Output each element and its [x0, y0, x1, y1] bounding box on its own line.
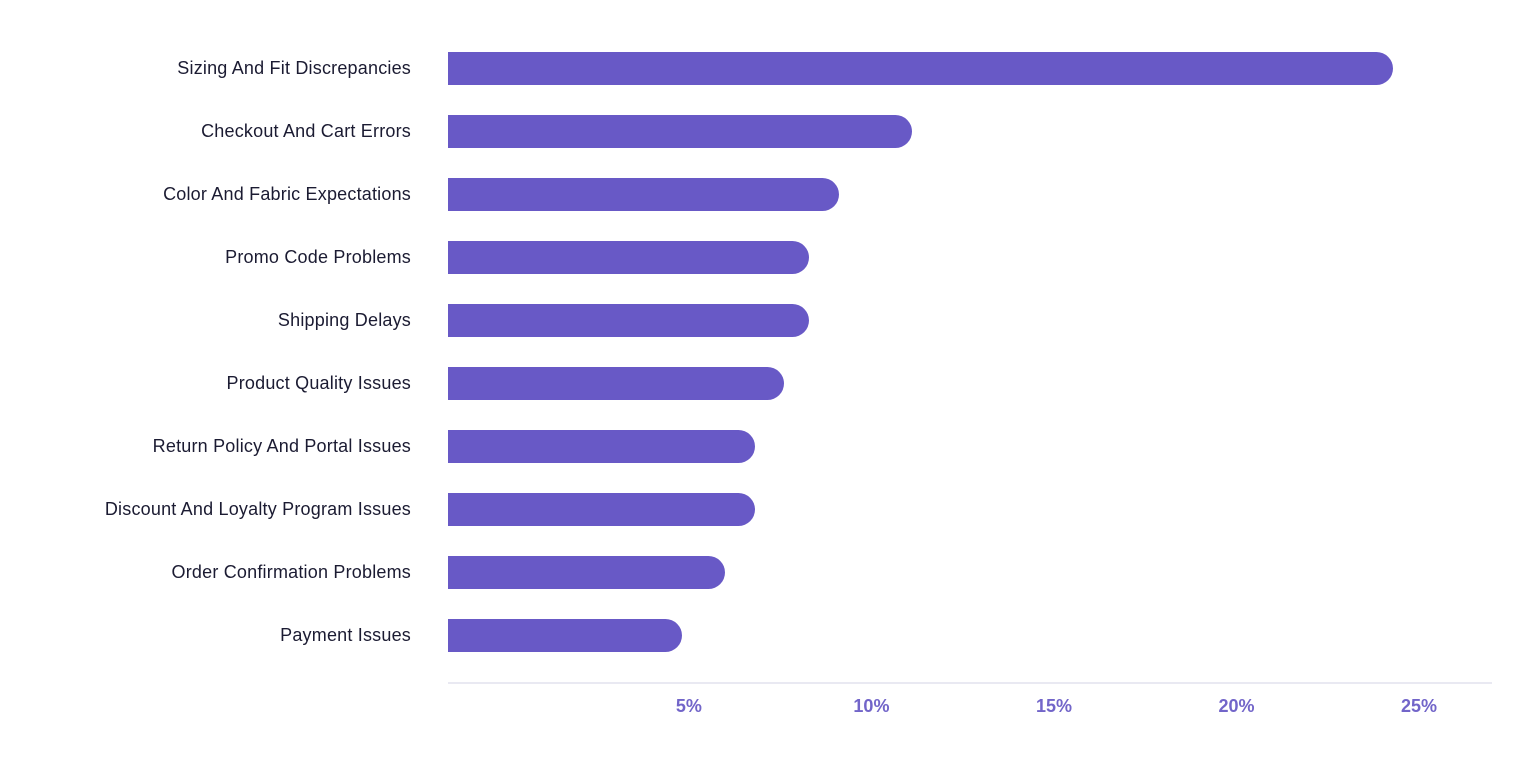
chart-row: Promo Code Problems: [0, 226, 1492, 289]
bar: [448, 493, 755, 526]
chart-row: Payment Issues: [0, 604, 1492, 667]
bar: [448, 304, 810, 337]
chart-rows: Sizing And Fit Discrepancies Checkout And…: [0, 37, 1492, 667]
x-axis-tick-label: 10%: [853, 696, 890, 716]
bar-track: [448, 178, 1492, 211]
bar: [448, 115, 912, 148]
bar: [448, 556, 726, 589]
bar: [448, 241, 810, 274]
bar-track: [448, 304, 1492, 337]
bar-track: [448, 52, 1492, 85]
bar-track: [448, 493, 1492, 526]
bar-track: [448, 619, 1492, 652]
category-label: Promo Code Problems: [225, 247, 411, 267]
category-label: Product Quality Issues: [226, 373, 411, 393]
category-label: Sizing And Fit Discrepancies: [177, 58, 411, 78]
x-axis-tick-labels: 5% 10% 15% 20% 25%: [448, 684, 1492, 724]
category-label: Checkout And Cart Errors: [201, 121, 411, 141]
x-axis-tick-label: 15%: [1035, 696, 1072, 716]
bar: [448, 367, 784, 400]
x-axis-line: [448, 682, 1492, 684]
chart-row: Checkout And Cart Errors: [0, 100, 1492, 163]
category-label: Return Policy And Portal Issues: [152, 436, 411, 456]
category-label: Color And Fabric Expectations: [163, 184, 411, 204]
category-label: Payment Issues: [280, 625, 411, 645]
chart-row: Color And Fabric Expectations: [0, 163, 1492, 226]
chart-row: Order Confirmation Problems: [0, 541, 1492, 604]
bar: [448, 178, 839, 211]
complaints-bar-chart: Sizing And Fit Discrepancies Checkout And…: [0, 37, 1492, 724]
category-label: Shipping Delays: [277, 310, 411, 330]
chart-row: Return Policy And Portal Issues: [0, 415, 1492, 478]
bar-track: [448, 430, 1492, 463]
bar: [448, 52, 1394, 85]
bar-track: [448, 241, 1492, 274]
chart-row: Product Quality Issues: [0, 352, 1492, 415]
x-axis-tick-label: 20%: [1218, 696, 1255, 716]
bar-track: [448, 367, 1492, 400]
bar: [448, 619, 682, 652]
x-axis-tick-label: 5%: [675, 696, 702, 716]
bar: [448, 430, 755, 463]
x-axis: 5% 10% 15% 20% 25%: [448, 682, 1492, 724]
x-axis-tick-label: 25%: [1400, 696, 1437, 716]
category-label: Order Confirmation Problems: [171, 562, 411, 582]
chart-row: Sizing And Fit Discrepancies: [0, 37, 1492, 100]
bar-track: [448, 115, 1492, 148]
category-label: Discount And Loyalty Program Issues: [104, 499, 411, 519]
chart-row: Discount And Loyalty Program Issues: [0, 478, 1492, 541]
bar-track: [448, 556, 1492, 589]
chart-row: Shipping Delays: [0, 289, 1492, 352]
